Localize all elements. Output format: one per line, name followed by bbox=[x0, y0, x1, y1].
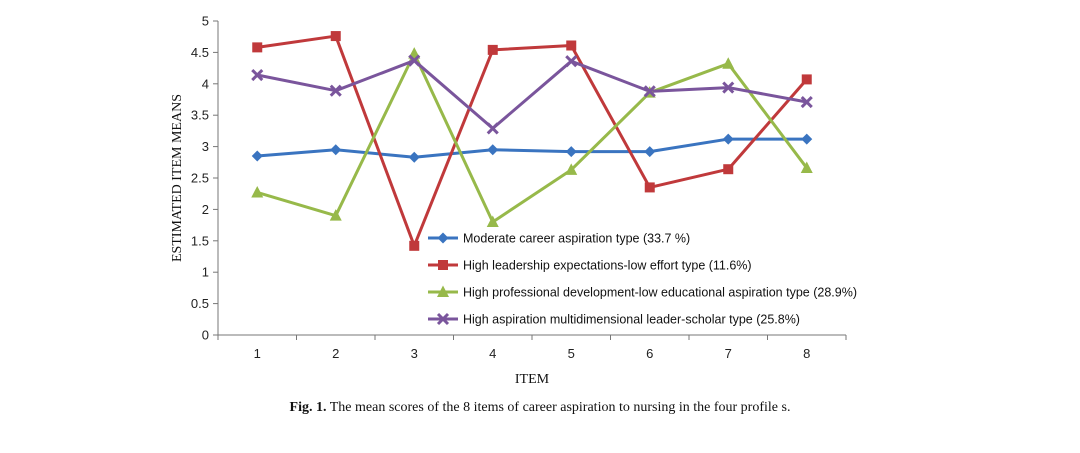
data-point-series-1 bbox=[565, 146, 577, 158]
data-point-series-4 bbox=[643, 85, 656, 98]
legend-entry-label: High aspiration multidimensional leader-… bbox=[463, 313, 800, 327]
data-point-series-4 bbox=[722, 81, 735, 94]
legend-marker bbox=[436, 312, 450, 326]
y-tick-label: 1 bbox=[202, 265, 209, 280]
x-tick-label: 1 bbox=[254, 346, 261, 361]
data-point-series-1 bbox=[801, 133, 813, 145]
data-point-series-2 bbox=[409, 240, 420, 251]
y-tick-label: 1.5 bbox=[191, 233, 209, 248]
y-tick-label: 4 bbox=[202, 76, 209, 91]
figure-caption-text: The mean scores of the 8 items of career… bbox=[329, 400, 791, 415]
data-point-series-1 bbox=[487, 144, 499, 156]
y-tick-label: 5 bbox=[202, 14, 209, 29]
x-tick-label: 4 bbox=[489, 346, 496, 361]
data-point-series-4 bbox=[408, 54, 421, 67]
data-point-series-1 bbox=[330, 144, 342, 156]
y-axis-title: ESTIMATED ITEM MEANS bbox=[170, 94, 185, 262]
data-point-series-1 bbox=[251, 150, 263, 162]
data-point-series-4 bbox=[565, 55, 578, 68]
data-point-series-1 bbox=[644, 146, 656, 158]
data-point-series-4 bbox=[486, 122, 499, 135]
y-tick-label: 4.5 bbox=[191, 45, 209, 60]
data-point-series-2 bbox=[801, 74, 812, 85]
y-tick-label: 2 bbox=[202, 202, 209, 217]
data-point-series-2 bbox=[487, 44, 498, 55]
data-point-series-2 bbox=[644, 182, 655, 193]
data-point-series-3 bbox=[565, 163, 578, 175]
data-point-series-2 bbox=[566, 40, 577, 51]
axes: 0 0.5 1 1.5 2 2.5 3 3.5 4 4.5 5 1 2 3 4 5 6 7 8 bbox=[191, 14, 847, 361]
data-point-series-3 bbox=[486, 215, 499, 227]
legend-marker bbox=[437, 232, 449, 244]
legend-entry-label: High professional development-low educat… bbox=[463, 286, 857, 300]
data-point-series-3 bbox=[722, 57, 735, 69]
series-line-2 bbox=[257, 34, 808, 248]
legend-marker bbox=[438, 260, 448, 270]
data-point-series-4 bbox=[800, 95, 813, 109]
legend: Moderate career aspiration type (33.7 %)… bbox=[428, 232, 857, 327]
series-lines bbox=[256, 34, 808, 248]
y-tick-label: 0 bbox=[202, 328, 209, 343]
x-tick-label: 8 bbox=[803, 346, 810, 361]
series-line-4 bbox=[256, 59, 808, 130]
legend-marker bbox=[437, 285, 449, 297]
legend-entry-label: High leadership expectations-low effort … bbox=[463, 259, 752, 273]
y-tick-label: 0.5 bbox=[191, 296, 209, 311]
legend-entry-label: Moderate career aspiration type (33.7 %) bbox=[463, 232, 690, 246]
y-tick-label: 3 bbox=[202, 139, 209, 154]
x-tick-label: 2 bbox=[332, 346, 339, 361]
figure-caption: Fig. 1. The mean scores of the 8 items o… bbox=[0, 400, 1080, 416]
data-point-series-3 bbox=[251, 185, 264, 198]
data-point-series-3 bbox=[800, 161, 813, 173]
data-point-series-2 bbox=[252, 42, 263, 53]
data-point-series-4 bbox=[329, 84, 342, 97]
x-tick-label: 6 bbox=[646, 346, 653, 361]
data-point-series-3 bbox=[329, 209, 342, 221]
y-tick-label: 3.5 bbox=[191, 108, 209, 123]
data-point-series-1 bbox=[408, 151, 420, 163]
x-tick-label: 3 bbox=[411, 346, 418, 361]
x-axis-title: ITEM bbox=[515, 372, 550, 387]
y-tick-label: 2.5 bbox=[191, 171, 209, 186]
x-tick-label: 7 bbox=[725, 346, 732, 361]
data-point-series-2 bbox=[723, 164, 734, 175]
series-markers bbox=[251, 31, 813, 251]
data-point-series-2 bbox=[330, 31, 341, 42]
figure-label: Fig. 1. bbox=[289, 400, 327, 415]
data-point-series-1 bbox=[722, 133, 734, 145]
data-point-series-4 bbox=[251, 68, 264, 82]
series-line-3 bbox=[256, 52, 808, 224]
series-line-1 bbox=[257, 137, 807, 159]
x-tick-label: 5 bbox=[568, 346, 575, 361]
